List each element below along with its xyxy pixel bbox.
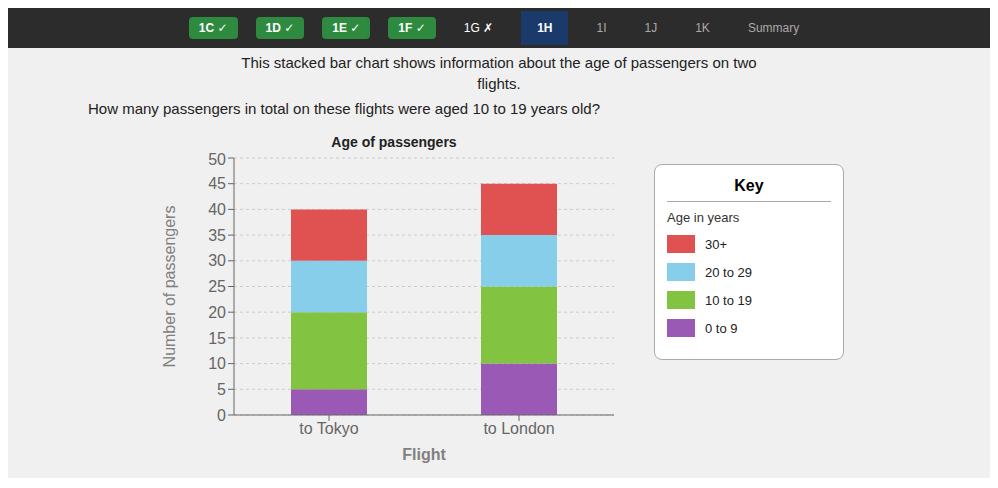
svg-text:Flight: Flight bbox=[402, 446, 446, 463]
html-text:Key: Key bbox=[734, 177, 764, 194]
svg-text:30: 30 bbox=[208, 252, 226, 269]
html-text:1J: 1J bbox=[644, 21, 658, 35]
svg-text:15: 15 bbox=[208, 330, 226, 347]
svg-text:Number of passengers: Number of passengers bbox=[161, 206, 178, 368]
html-text:Summary: Summary bbox=[747, 21, 800, 35]
html-text:20 to 29: 20 to 29 bbox=[705, 264, 752, 280]
html-text:1H: 1H bbox=[537, 21, 553, 35]
svg-text:to Tokyo: to Tokyo bbox=[299, 420, 358, 437]
html-text:1D ✓: 1D ✓ bbox=[265, 21, 295, 35]
svg-text:to London: to London bbox=[483, 420, 554, 437]
html-text:1E ✓: 1E ✓ bbox=[332, 21, 361, 35]
svg-text:40: 40 bbox=[208, 201, 226, 218]
html-text:This stacked bar chart shows i: This stacked bar chart shows information… bbox=[241, 54, 757, 71]
svg-text:20: 20 bbox=[208, 304, 226, 321]
svg-text:45: 45 bbox=[208, 175, 226, 192]
html-text:flights.: flights. bbox=[477, 75, 521, 92]
html-text:30+: 30+ bbox=[705, 236, 728, 252]
svg-text:5: 5 bbox=[217, 381, 226, 398]
html-text:How many passengers in total o: How many passengers in total on these fl… bbox=[88, 100, 600, 117]
html-text:1K: 1K bbox=[695, 21, 710, 35]
html-text:1F ✓: 1F ✓ bbox=[398, 21, 426, 35]
html-text:0 to 9: 0 to 9 bbox=[705, 320, 738, 336]
svg-text:35: 35 bbox=[208, 227, 226, 244]
html-text:1I: 1I bbox=[596, 21, 607, 35]
svg-text:25: 25 bbox=[208, 278, 226, 295]
html-text:10 to 19: 10 to 19 bbox=[705, 292, 752, 308]
html-text:Age in years: Age in years bbox=[667, 210, 740, 225]
svg-text:0: 0 bbox=[217, 407, 226, 424]
html-text:Age of passengers: Age of passengers bbox=[331, 134, 457, 150]
svg-text:10: 10 bbox=[208, 355, 226, 372]
html-text:1C ✓: 1C ✓ bbox=[198, 21, 228, 35]
svg-text:50: 50 bbox=[208, 151, 226, 168]
html-text:1G ✗: 1G ✗ bbox=[463, 21, 494, 35]
